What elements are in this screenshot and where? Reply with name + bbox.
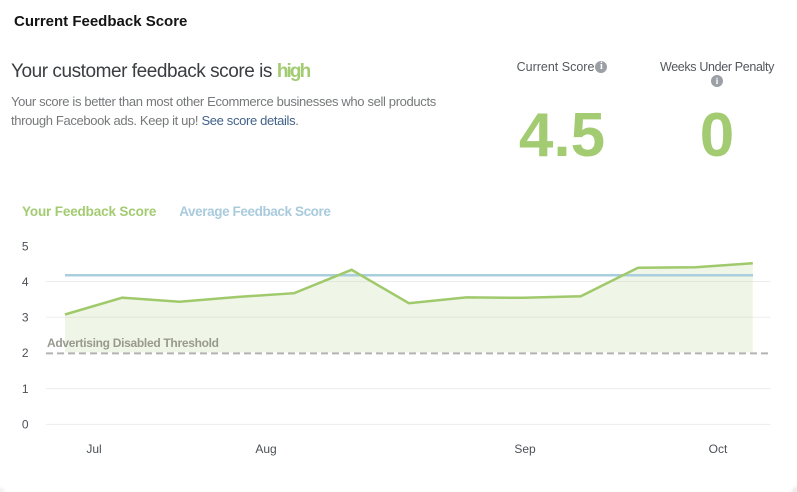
svg-text:0: 0 bbox=[22, 418, 29, 432]
svg-text:5: 5 bbox=[22, 240, 29, 254]
svg-text:2: 2 bbox=[22, 346, 29, 360]
svg-text:4: 4 bbox=[22, 275, 29, 289]
svg-text:Oct: Oct bbox=[709, 442, 728, 456]
svg-text:3: 3 bbox=[22, 311, 29, 325]
svg-text:1: 1 bbox=[22, 382, 29, 396]
svg-text:Advertising Disabled Threshold: Advertising Disabled Threshold bbox=[47, 336, 219, 350]
svg-text:Sep: Sep bbox=[514, 442, 536, 456]
svg-text:Aug: Aug bbox=[255, 442, 276, 456]
svg-text:Jul: Jul bbox=[86, 442, 101, 456]
